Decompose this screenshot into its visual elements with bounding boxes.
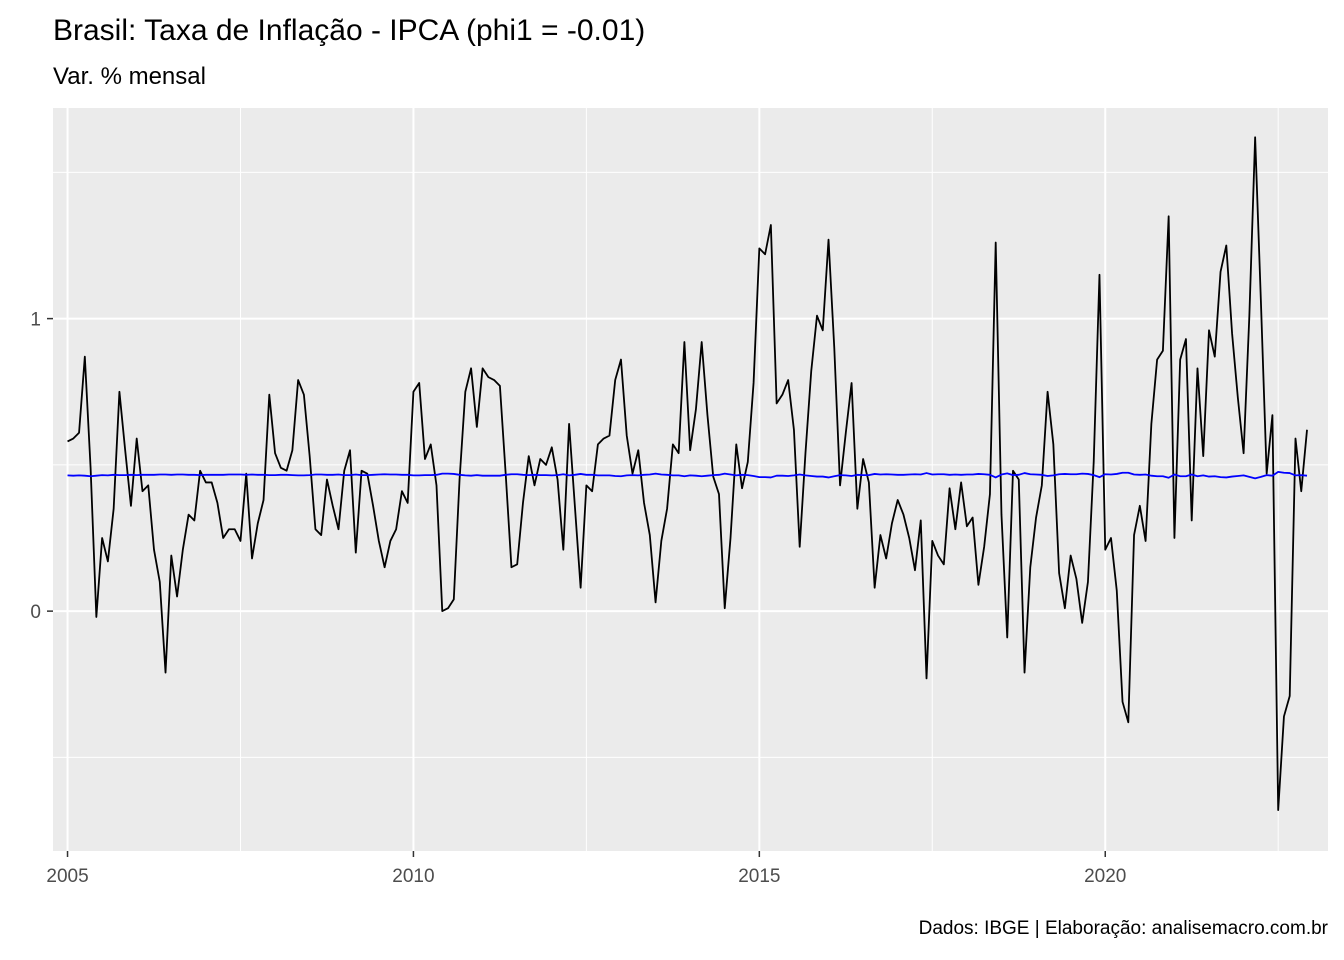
x-tick-label: 2010	[392, 866, 434, 887]
series-line-1	[67, 470, 1308, 480]
y-tick-label: 1	[30, 310, 41, 331]
series-layer	[67, 136, 1308, 811]
axis-ticks	[47, 317, 1106, 857]
chart-subtitle: Var. % mensal	[53, 63, 206, 90]
x-tick-label: 2020	[1084, 866, 1126, 887]
chart-title: Brasil: Taxa de Inflação - IPCA (phi1 = …	[53, 14, 646, 47]
axis-labels: 2005 2010 2015 2020 0 1	[30, 310, 1126, 887]
x-tick-label: 2005	[46, 866, 88, 887]
chart-caption: Dados: IBGE | Elaboração: analisemacro.c…	[918, 918, 1328, 939]
series-line-0	[67, 136, 1308, 811]
grid-major	[53, 108, 1328, 851]
y-tick-label: 0	[30, 602, 41, 623]
x-tick-label: 2015	[738, 866, 780, 887]
plot-panel	[53, 108, 1328, 851]
